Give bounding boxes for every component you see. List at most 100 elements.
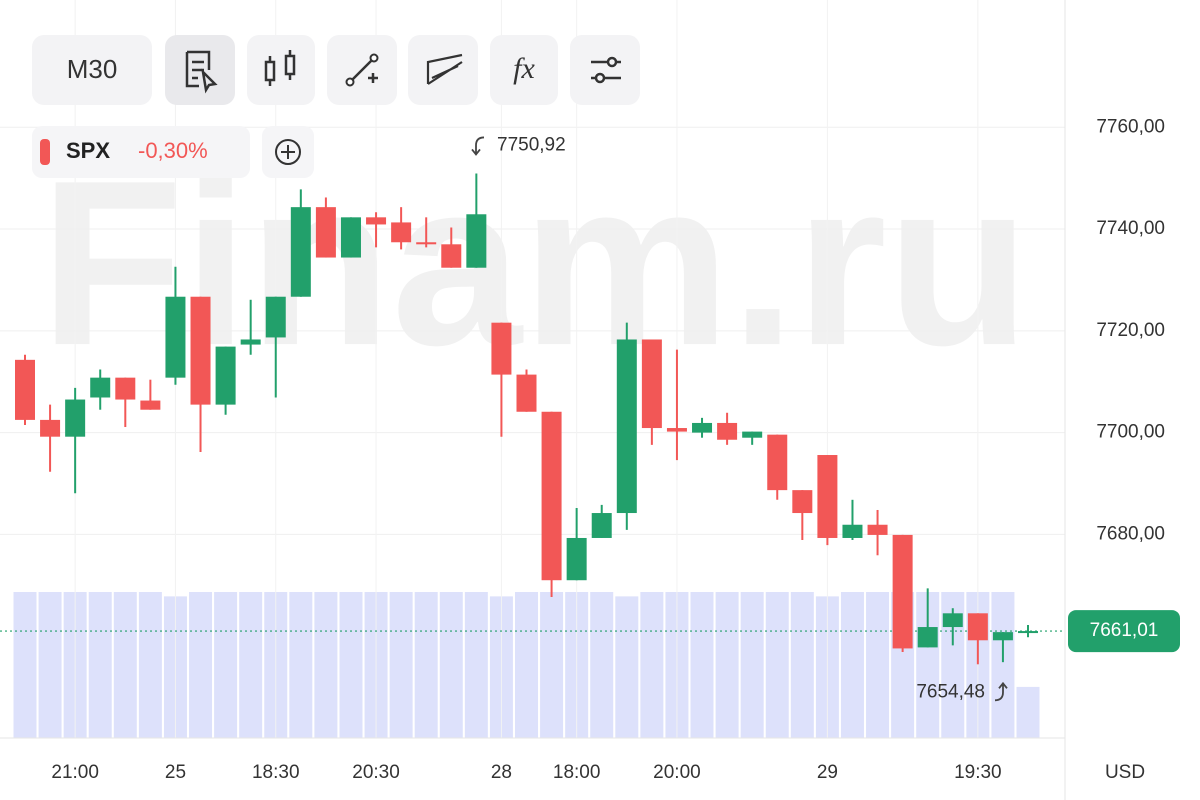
candle-body — [190, 296, 211, 405]
toolbar: M30 fx — [32, 35, 640, 105]
high-annotation: 7750,92 — [497, 134, 566, 155]
candle-body — [817, 455, 838, 538]
candle-body — [842, 524, 863, 538]
x-tick-label: 29 — [817, 762, 838, 783]
x-tick-label: 18:30 — [252, 762, 300, 783]
y-tick-label: 7720,00 — [1096, 320, 1165, 341]
volume-bar — [389, 592, 413, 738]
candle-body — [942, 613, 963, 628]
y-tick-label: 7760,00 — [1096, 116, 1165, 137]
candle-body — [290, 207, 311, 297]
volume-bar — [1016, 686, 1040, 738]
candles-button[interactable] — [247, 35, 315, 105]
ticker-color-marker — [40, 139, 50, 165]
x-tick-label: 25 — [165, 762, 186, 783]
candle-body — [541, 411, 562, 581]
volume-bar — [740, 592, 764, 738]
x-tick-label: 20:00 — [653, 762, 701, 783]
candle-body — [215, 346, 236, 405]
candle-body — [867, 524, 888, 535]
volume-bar — [515, 592, 538, 738]
candle-body — [90, 377, 111, 398]
fib-button[interactable] — [408, 35, 478, 105]
candle-body — [315, 207, 336, 258]
volume-bar — [314, 592, 338, 738]
low-marker-arrow — [994, 681, 1008, 702]
timeframe-label: M30 — [67, 54, 118, 84]
candle-body — [742, 431, 763, 438]
candle-body — [591, 513, 612, 538]
notes-icon — [185, 50, 218, 94]
candle-body — [692, 422, 713, 433]
candle-body — [992, 632, 1013, 641]
x-tick-label: 21:00 — [51, 762, 99, 783]
ticker-legend: SPX -0,30% — [32, 126, 314, 178]
drawing-icon — [349, 57, 378, 83]
ticker-pill[interactable] — [32, 126, 250, 178]
volume-bar — [464, 592, 488, 738]
currency-label: USD — [1105, 762, 1145, 783]
candle-body — [892, 534, 913, 649]
candle-body — [265, 296, 286, 338]
chart-layer: 7680,00 7700,00 7720,00 7740,00 7760,00 21:00… — [0, 116, 1180, 783]
volume-bar — [38, 592, 62, 738]
candle-body — [967, 613, 988, 641]
candle-body — [115, 377, 136, 400]
volume-bar — [790, 592, 814, 738]
indicators-button[interactable] — [490, 35, 558, 105]
candle-body — [416, 242, 437, 245]
volume-bar — [439, 592, 463, 738]
fib-icon — [426, 53, 463, 85]
candle-body — [240, 339, 261, 345]
candle-body — [340, 217, 361, 258]
volume-bar — [113, 592, 137, 738]
volume-bar — [239, 592, 263, 738]
volume-bar — [615, 596, 639, 738]
y-tick-label: 7680,00 — [1096, 523, 1165, 544]
add-icon — [275, 139, 301, 165]
last-price-label: 7661,01 — [1090, 620, 1159, 641]
volume-bar — [991, 592, 1015, 738]
candle-body — [792, 490, 813, 514]
candle-body — [165, 296, 186, 378]
x-tick-label: 18:00 — [553, 762, 601, 783]
volume-bar — [189, 592, 213, 738]
candle-body — [466, 214, 487, 268]
add-icon-plus — [281, 145, 295, 159]
volume-bar — [590, 592, 614, 738]
volume-bar — [214, 592, 238, 738]
volume-bar — [765, 592, 789, 738]
x-tick-label: 19:30 — [954, 762, 1002, 783]
y-tick-label: 7740,00 — [1096, 218, 1165, 239]
volume-bar — [13, 592, 37, 738]
candle-body — [65, 399, 86, 437]
candle-body — [516, 374, 537, 412]
volume-bar — [840, 592, 864, 738]
volume-bar — [88, 592, 112, 738]
volume-bar — [690, 592, 714, 738]
ticker-change: -0,30% — [138, 138, 208, 163]
candle-body — [566, 537, 587, 581]
candle-body — [40, 419, 61, 437]
high-marker-arrow — [471, 136, 485, 156]
candle-body — [391, 222, 412, 243]
candle-body — [441, 244, 462, 268]
drawing-icon-dot — [369, 53, 379, 63]
candle-body — [767, 434, 788, 491]
settings-button[interactable] — [570, 35, 640, 105]
candle-body — [641, 339, 662, 429]
x-tick-label: 20:30 — [352, 762, 400, 783]
last-price-tag — [1068, 610, 1180, 653]
candle-body — [616, 339, 637, 514]
volume-bar — [540, 592, 564, 738]
timeframe-button[interactable] — [32, 35, 152, 105]
volume-bar — [941, 592, 965, 738]
low-annotation: 7654,48 — [916, 681, 985, 702]
volume-bar — [640, 592, 664, 738]
candle-body — [15, 359, 35, 420]
y-tick-label: 7700,00 — [1096, 422, 1165, 443]
indicators-label: fx — [513, 52, 535, 85]
volume-bar — [866, 592, 890, 738]
settings-knob — [606, 56, 618, 68]
